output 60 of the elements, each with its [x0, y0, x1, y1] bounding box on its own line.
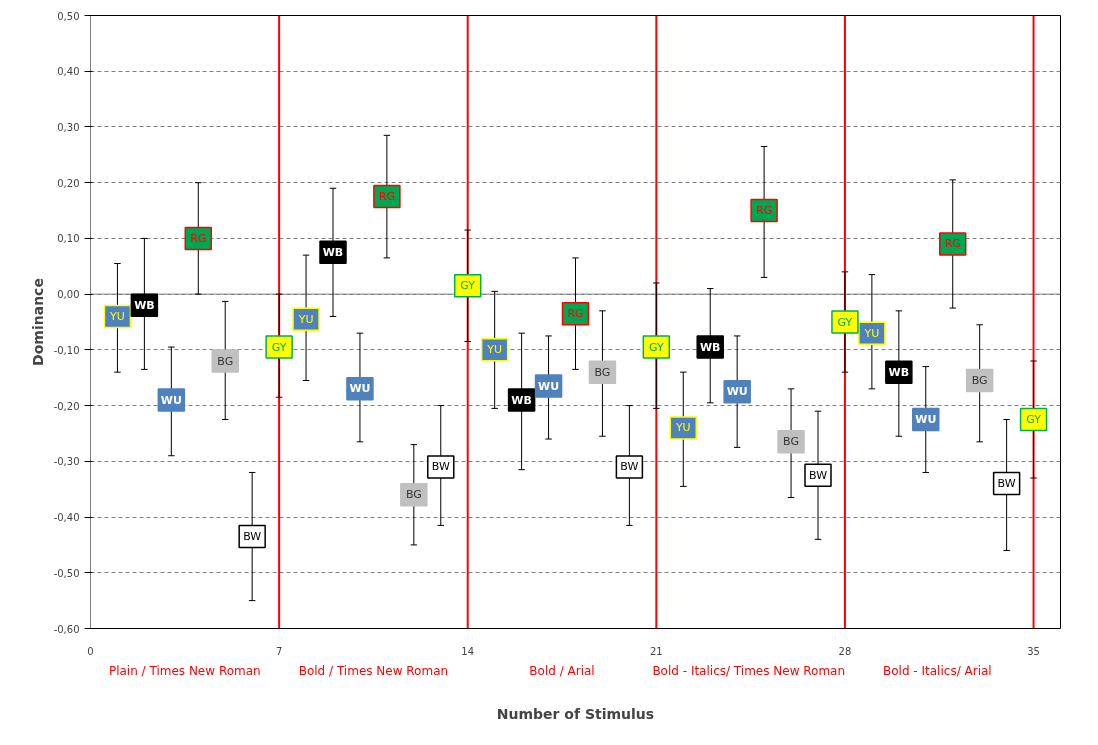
y-tick-label: 0,40 — [57, 66, 80, 78]
text: WU — [726, 385, 748, 399]
y-tick-label: 0,00 — [57, 289, 80, 301]
text: GY — [1026, 413, 1041, 427]
y-tick-label: -0,40 — [53, 512, 80, 524]
y-tick-label: 0,50 — [57, 10, 80, 22]
y-tick-label: -0,30 — [53, 456, 80, 468]
y-tick-label: 0,10 — [57, 233, 80, 245]
x-axis-title: Number of Stimulus — [496, 705, 655, 722]
text: BW — [620, 460, 639, 474]
x-tick-label: 14 — [461, 645, 475, 657]
text: RG — [378, 190, 395, 204]
text: YU — [864, 326, 880, 340]
text: BW — [808, 468, 828, 482]
text: BW — [431, 460, 450, 474]
text: Bold / Times New Roman — [298, 663, 449, 678]
text: YU — [298, 312, 314, 326]
series-label: YU — [109, 309, 125, 323]
text: BG — [783, 435, 800, 449]
y-tick-label: -0,10 — [53, 344, 80, 356]
series-label: RG — [190, 231, 207, 245]
x-tick-label: 28 — [838, 645, 852, 657]
series-label: GY — [271, 340, 287, 354]
text: WB — [699, 340, 721, 354]
y-axis-title: Dominance — [29, 278, 46, 366]
text: RG — [756, 204, 773, 218]
series-label: WB — [888, 365, 910, 379]
x-tick-label: 0 — [87, 645, 94, 657]
y-tick-label: 0,20 — [57, 177, 80, 189]
text: GY — [837, 315, 853, 329]
y-tick-label: -0,60 — [53, 623, 80, 635]
text: BG — [405, 488, 422, 502]
x-tick-label: 21 — [649, 645, 663, 657]
series-label: BG — [217, 354, 234, 368]
text: WB — [322, 245, 344, 259]
text: BG — [594, 365, 611, 379]
text: WU — [160, 393, 182, 407]
series-label: WU — [349, 382, 371, 396]
text: YU — [487, 343, 503, 357]
text: BW — [997, 477, 1016, 491]
text: Bold - Italics/ Arial — [883, 663, 992, 678]
text: RG — [944, 237, 961, 251]
text: Bold / Arial — [529, 663, 595, 678]
text: WU — [538, 379, 560, 393]
text: WU — [915, 413, 937, 427]
text: Bold - Italics/ Times New Roman — [652, 663, 846, 678]
x-tick-label: 35 — [1027, 645, 1040, 657]
x-tick-label: 7 — [275, 645, 283, 657]
text: WB — [511, 393, 532, 407]
text: GY — [460, 279, 476, 293]
y-tick-label: -0,50 — [53, 567, 80, 579]
series-label: BW — [243, 530, 262, 544]
text: RG — [567, 307, 584, 321]
text: GY — [648, 340, 664, 354]
text: WB — [134, 298, 155, 312]
text: BG — [971, 374, 988, 388]
y-tick-label: 0,30 — [57, 121, 80, 133]
text: YU — [675, 421, 691, 435]
y-tick-label: -0,20 — [53, 400, 80, 412]
text: Plain / Times New Roman — [108, 663, 261, 678]
